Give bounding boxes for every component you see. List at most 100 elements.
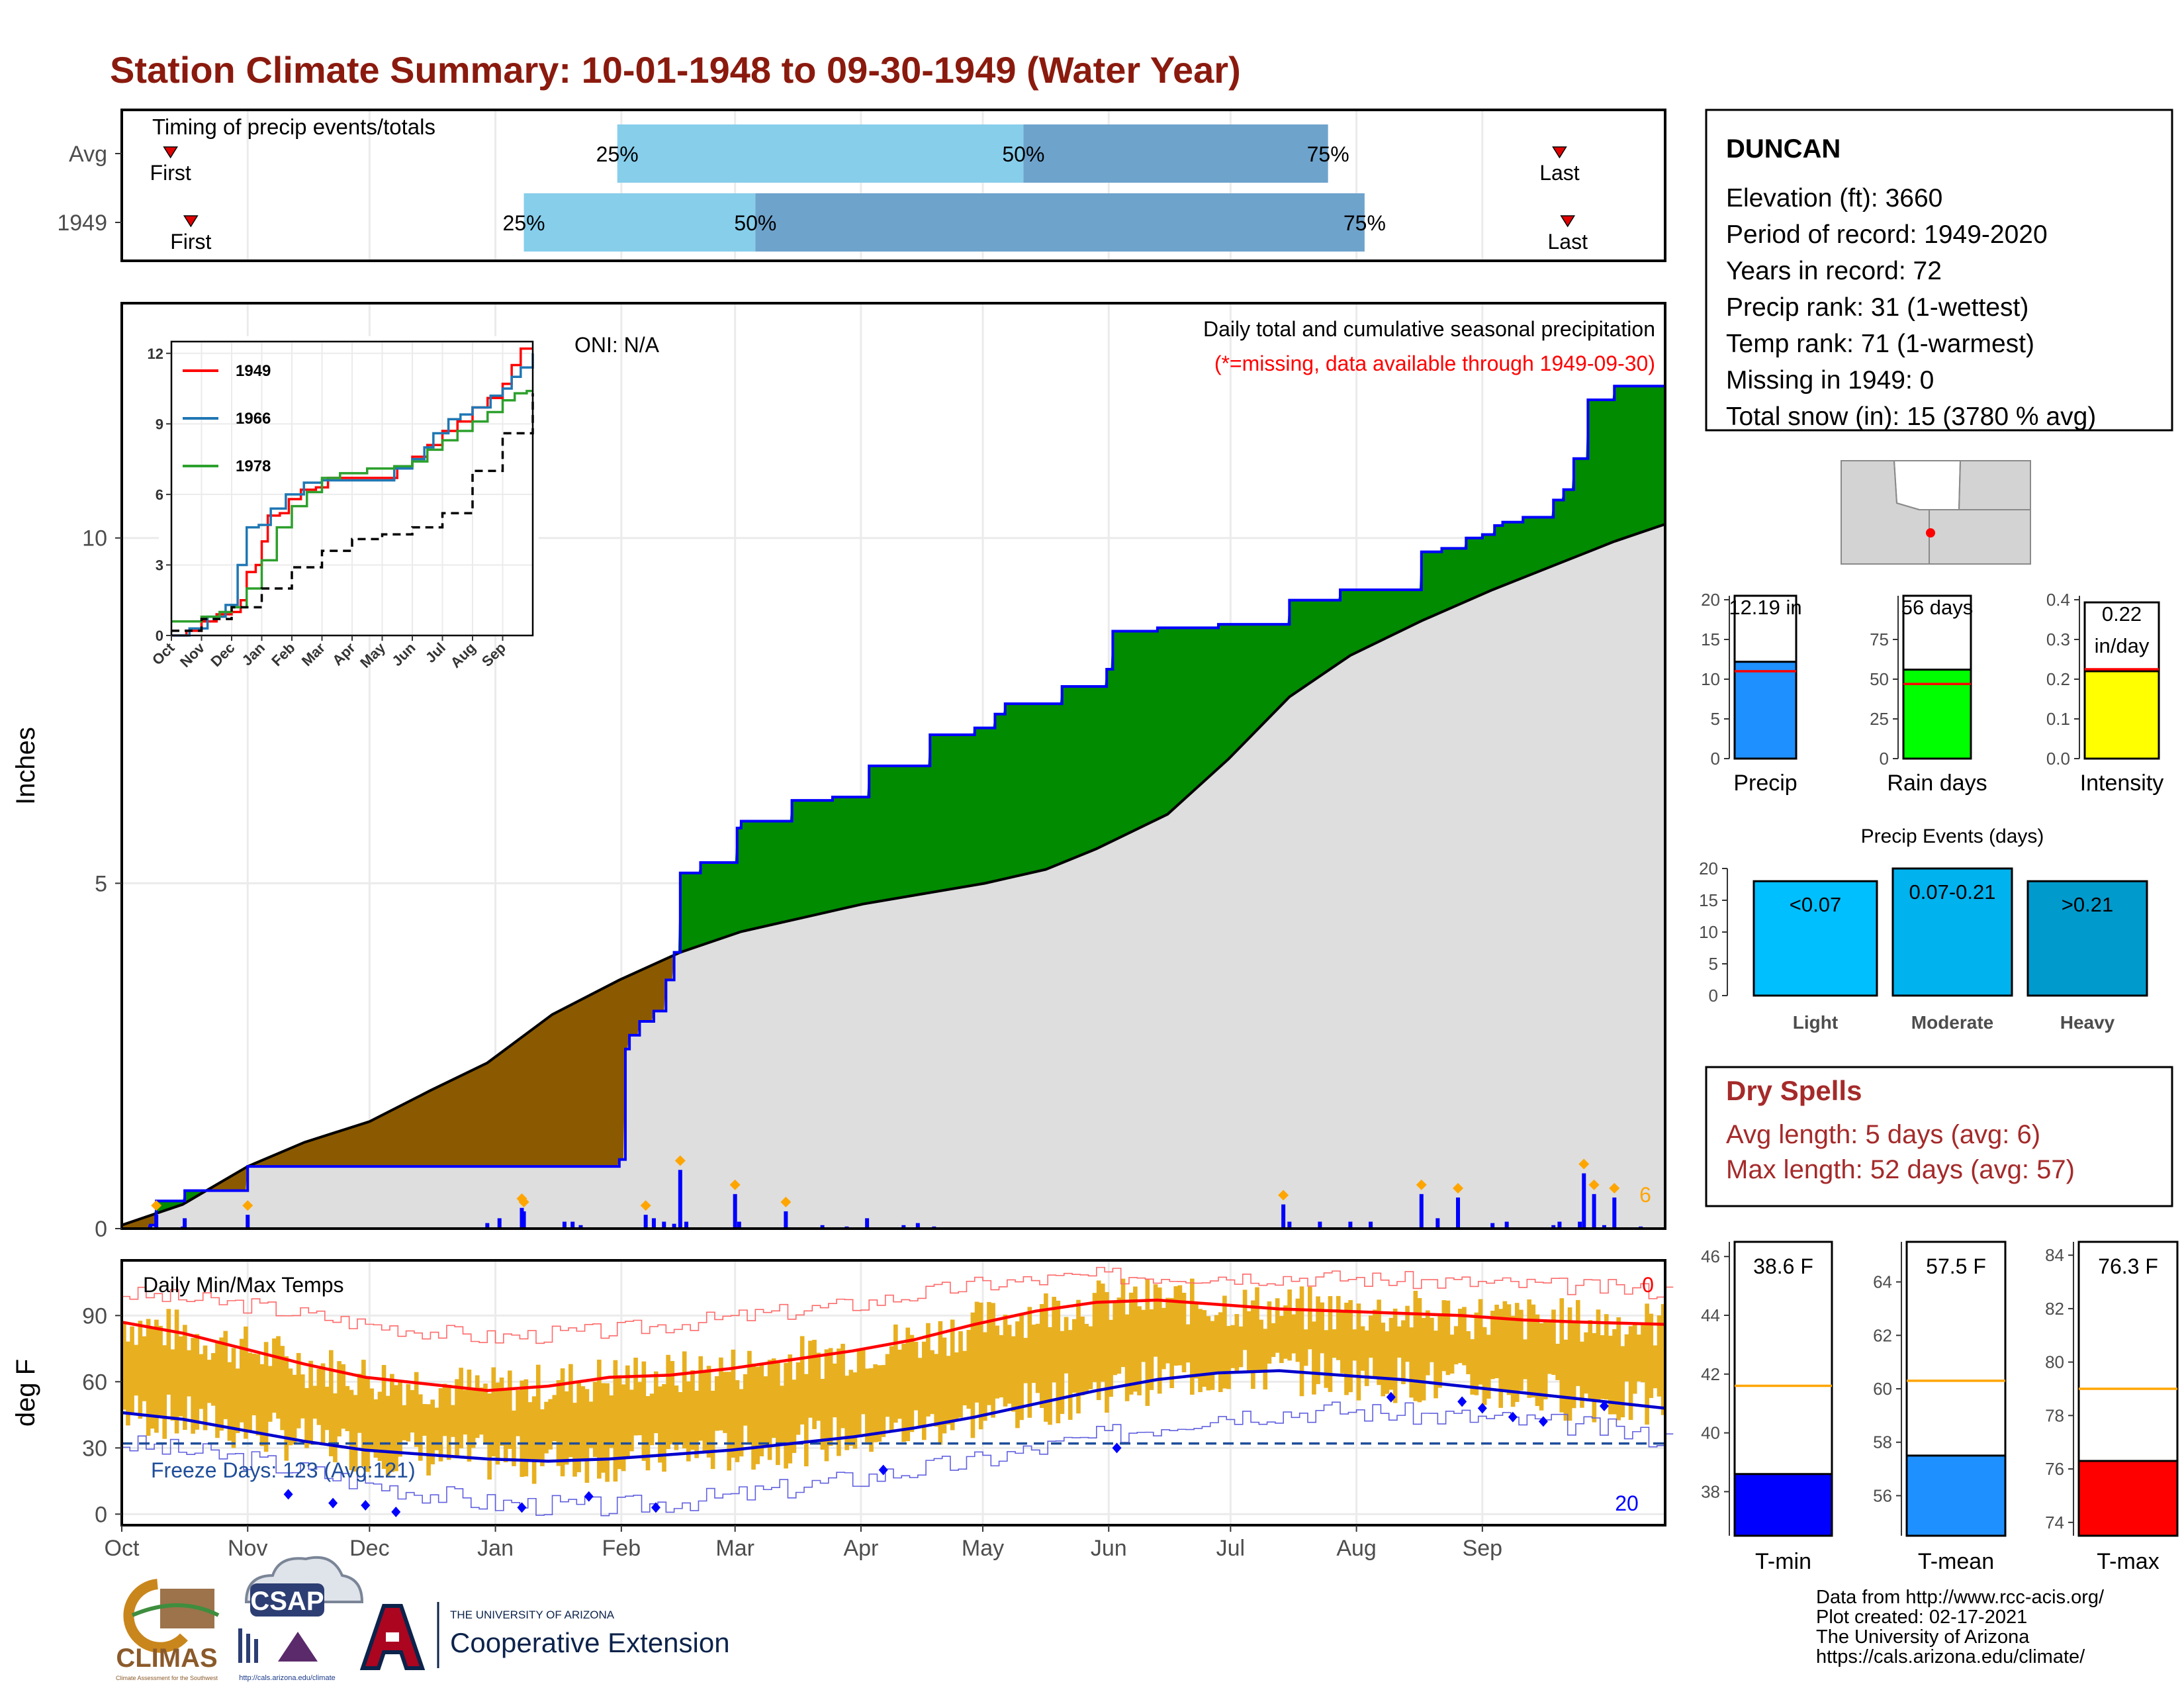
daily-precip-bar [784,1211,788,1229]
daily-temp-bar [142,1336,147,1401]
daily-precip-bar [1348,1221,1353,1229]
daily-temp-bar [755,1366,760,1464]
daily-temp-bar [1657,1315,1662,1397]
record-low-marker [328,1497,338,1509]
temp-daily-bars [122,1278,1666,1484]
climas-logo-subtext: Climate Assessment for the Southwest [116,1675,218,1681]
daily-temp-bar [531,1396,537,1484]
daily-temp-bar [682,1351,687,1448]
daily-temp-bar [837,1348,841,1456]
daily-temp-bar [544,1401,549,1454]
daily-temp-bar [1072,1319,1077,1393]
daily-temp-bar [848,1370,854,1446]
daily-temp-bar [134,1344,139,1396]
daily-temp-bar [991,1303,995,1418]
daily-temp-bar [1405,1305,1410,1362]
daily-temp-bar [1364,1330,1369,1386]
below-normal-area [122,524,1665,1229]
daily-temp-bar [324,1386,330,1430]
daily-temp-bar [1161,1307,1166,1370]
daily-temp-bar [146,1319,151,1436]
daily-temp-bar [467,1370,472,1462]
daily-temp-bar [328,1350,334,1456]
missing-note: (*=missing, data available through 1949-… [1214,352,1655,375]
station-name: DUNCAN [1726,134,1841,164]
daily-temp-bar [816,1352,821,1421]
daily-temp-bar [1661,1303,1666,1415]
daily-temp-bar [442,1383,447,1436]
daily-precip-bar [1612,1197,1617,1229]
daily-temp-bar [844,1376,849,1450]
precip-caption: Daily total and cumulative seasonal prec… [1203,317,1655,341]
daily-temp-bar [865,1368,870,1442]
record-max-line [122,1266,1674,1344]
daily-temp-bar [1506,1304,1512,1395]
daily-precip-bar [901,1225,906,1229]
daily-temp-bar [1388,1317,1394,1390]
daily-temp-bar [1267,1301,1272,1364]
daily-precip-bar [183,1218,187,1229]
precip-events: Precip Events (days) 05101520<0.07Light0… [1699,825,2148,1033]
csap-bar-1 [238,1628,242,1663]
daily-temp-bar [1637,1335,1641,1382]
daily-temp-bar [215,1342,220,1438]
daily-temp-bar [535,1364,541,1460]
daily-temp-bar [735,1380,740,1462]
daily-temp-bar [723,1372,727,1433]
daily-temp-bar [288,1368,293,1446]
daily-temp-bar [1068,1330,1073,1420]
events-category-label: Heavy [2060,1012,2115,1033]
daily-temp-bar [897,1349,902,1419]
month-label: Jan [477,1536,514,1561]
daily-temp-bar [934,1354,939,1427]
daily-temp-bar [1080,1316,1085,1395]
temp-summary-tick-label: 58 [1873,1432,1892,1452]
daily-temp-bar [930,1350,934,1415]
station-period: Period of record: 1949-2020 [1726,220,2048,249]
summary-value-label-line2: in/day [2095,634,2150,657]
daily-temp-bar [796,1362,801,1435]
daily-temp-bar [1263,1329,1268,1390]
temp-ytick-label: 60 [82,1370,107,1395]
record-low-marker [1112,1442,1122,1454]
inset-lines [171,347,534,637]
footer-line-url: https://cals.arizona.edu/climate/ [1816,1646,2085,1667]
timing-bar-q50-q75-1 [755,193,1365,252]
daily-temp-bar [267,1366,273,1422]
record-low-marker [651,1502,660,1513]
daily-temp-bar [625,1365,630,1458]
month-label: Feb [602,1536,641,1561]
daily-temp-bar [1015,1321,1020,1429]
daily-temp-bar [719,1357,723,1430]
daily-temp-bar [1445,1300,1451,1376]
above-normal-area [122,386,1665,1225]
daily-temp-bar [276,1336,281,1419]
outlier-marker [1416,1179,1427,1190]
timing-row-label-year: 1949 [57,211,107,236]
daily-temp-bar [1653,1345,1658,1389]
daily-temp-bar [1303,1329,1308,1366]
station-elevation: Elevation (ft): 3660 [1726,184,1942,212]
outlier-marker [1578,1158,1590,1170]
daily-temp-bar [759,1365,764,1457]
daily-temp-bar [828,1348,833,1446]
daily-temp-bar [1271,1323,1276,1357]
daily-temp-bar [966,1329,972,1409]
csap-logo-url: http://cals.arizona.edu/climate [239,1674,336,1682]
month-label: Mar [715,1536,754,1561]
daily-temp-bar [487,1393,492,1480]
daily-temp-bar [244,1326,248,1439]
daily-temp-bar [1324,1330,1329,1388]
station-location-marker [1926,528,1935,538]
daily-temp-bar [1510,1315,1516,1407]
summary-value-label: 56 days [1901,596,1974,619]
daily-precip-bar [522,1211,526,1229]
daily-temp-bar [1437,1314,1442,1388]
precip-y-axis: 0 5 10 [82,526,122,1242]
csap-mountain-icon [278,1632,318,1662]
record-low-marker [1477,1403,1487,1414]
daily-temp-bar [1624,1334,1629,1382]
daily-temp-bar [154,1319,159,1433]
daily-temp-bar [381,1365,387,1470]
